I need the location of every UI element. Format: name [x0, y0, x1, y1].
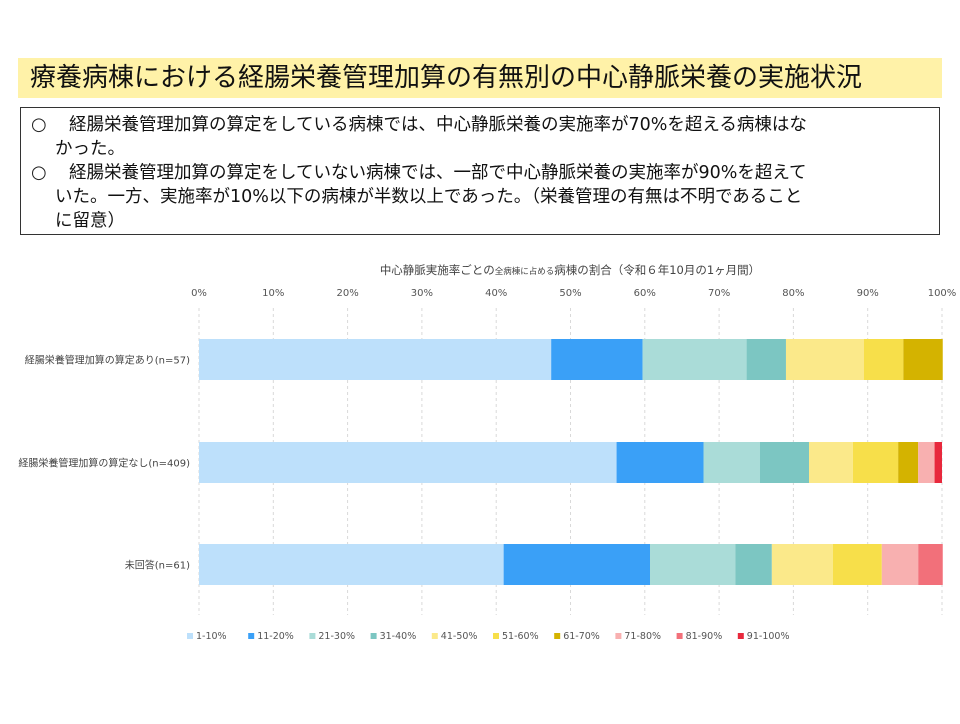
bar-segment	[863, 339, 904, 380]
category-labels: 経腸栄養管理加算の算定あり(n=57) 経腸栄養管理加算の算定なし(n=409) 未…	[18, 354, 190, 572]
x-tick-label: 20%	[336, 288, 358, 299]
legend-swatch	[370, 633, 377, 639]
legend-item: 11-20%	[248, 631, 294, 642]
legend-label: 31-40%	[380, 631, 417, 642]
bar-segment	[934, 442, 942, 483]
legend-item: 51-60%	[493, 631, 539, 642]
x-tick-label: 60%	[634, 288, 656, 299]
legend-label: 21-30%	[318, 631, 355, 642]
summary-box: ○ 経腸栄養管理加算の算定をしている病棟では、中心静脈栄養の実施率が70%を超え…	[20, 107, 940, 235]
legend-swatch	[187, 633, 193, 639]
note-2-line-3: に留意）	[55, 211, 125, 231]
legend-item: 41-50%	[431, 631, 478, 642]
bar-segment	[199, 544, 504, 585]
note-1-line-2: かった。	[55, 139, 125, 159]
bar-segment	[703, 442, 760, 483]
bar-segment	[898, 442, 919, 483]
chart-title-end: 病棟の割合（令和６年10月の1ヶ月間）	[554, 263, 760, 277]
bar-segment	[199, 442, 617, 483]
legend-swatch	[493, 633, 499, 639]
legend: 1-10% 11-20% 21-30% 31-40% 41-50% 51-60% 61-70…	[187, 631, 789, 642]
category-label: 経腸栄養管理加算の算定あり(n=57)	[25, 354, 190, 367]
legend-swatch	[554, 633, 561, 639]
bars	[199, 339, 943, 585]
bar-segment	[735, 544, 772, 585]
legend-label: 91-100%	[747, 631, 790, 642]
chart-title-small: 全病棟に占める	[495, 266, 555, 277]
bar-segment	[199, 339, 552, 380]
bar-segment	[852, 442, 899, 483]
legend-swatch	[248, 633, 255, 639]
bar-segment	[642, 339, 747, 380]
legend-item: 91-100%	[737, 631, 790, 642]
legend-swatch	[309, 633, 316, 639]
bar-segment	[503, 544, 651, 585]
bar-segment	[771, 544, 833, 585]
bar-segment	[650, 544, 736, 585]
note-1-line-1: 経腸栄養管理加算の算定をしている病棟では、中心静脈栄養の実施率が70%を超える病…	[69, 115, 807, 135]
bullet-mark-2: ○	[31, 162, 47, 183]
bar-segment	[881, 544, 919, 585]
legend-item: 61-70%	[554, 631, 600, 642]
bar-segment	[918, 442, 935, 483]
bar-segment	[616, 442, 704, 483]
legend-swatch	[431, 633, 438, 639]
bar-segment	[746, 339, 786, 380]
legend-label: 81-90%	[686, 631, 723, 642]
x-tick-label: 10%	[262, 288, 284, 299]
chart-title: 中心静脈実施率ごとの全病棟に占める病棟の割合（令和６年10月の1ヶ月間）	[380, 263, 760, 277]
bar-segment	[918, 544, 943, 585]
bar-segment	[903, 339, 943, 380]
x-tick-label: 0%	[191, 288, 207, 299]
legend-item: 31-40%	[370, 631, 417, 642]
bar-segment	[832, 544, 882, 585]
legend-label: 1-10%	[196, 631, 227, 642]
bar-segment	[759, 442, 810, 483]
x-tick-label: 90%	[857, 288, 879, 299]
x-tick-label: 80%	[782, 288, 804, 299]
legend-item: 21-30%	[309, 631, 355, 642]
legend-label: 61-70%	[563, 631, 600, 642]
chart-area: 中心静脈実施率ごとの全病棟に占める病棟の割合（令和６年10月の1ヶ月間） 0% 1…	[0, 250, 960, 720]
legend-item: 81-90%	[676, 631, 723, 642]
legend-swatch	[676, 633, 683, 639]
category-label: 未回答(n=61)	[125, 559, 190, 572]
note-2-line-1: 経腸栄養管理加算の算定をしていない病棟では、一部で中心静脈栄養の実施率が90%を…	[69, 163, 807, 183]
legend-swatch	[615, 633, 622, 639]
x-tick-label: 50%	[559, 288, 581, 299]
bar-segment	[785, 339, 864, 380]
legend-item: 1-10%	[187, 631, 227, 642]
legend-swatch	[737, 633, 744, 639]
category-label: 経腸栄養管理加算の算定なし(n=409)	[18, 457, 190, 470]
bullet-mark-1: ○	[31, 114, 47, 135]
note-2-line-2: いた。一方、実施率が10%以下の病棟が半数以上であった。（栄養管理の有無は不明で…	[55, 187, 803, 207]
legend-label: 41-50%	[441, 631, 478, 642]
page-title: 療養病棟における経腸栄養管理加算の有無別の中心静脈栄養の実施状況	[30, 63, 863, 93]
x-axis-ticks: 0% 10% 20% 30% 40% 50% 60% 70% 80% 90% 100%	[191, 288, 956, 299]
stacked-bar-chart: 中心静脈実施率ごとの全病棟に占める病棟の割合（令和６年10月の1ヶ月間） 0% 1…	[18, 263, 956, 642]
x-tick-label: 30%	[411, 288, 433, 299]
legend-label: 51-60%	[502, 631, 539, 642]
bar-segment	[551, 339, 643, 380]
x-tick-label: 100%	[928, 288, 957, 299]
legend-label: 71-80%	[624, 631, 661, 642]
x-tick-label: 70%	[708, 288, 730, 299]
chart-title-main: 中心静脈実施率ごとの	[380, 263, 495, 277]
bar-segment	[809, 442, 853, 483]
legend-label: 11-20%	[257, 631, 294, 642]
title-highlight	[18, 58, 942, 98]
legend-item: 71-80%	[615, 631, 661, 642]
x-tick-label: 40%	[485, 288, 507, 299]
